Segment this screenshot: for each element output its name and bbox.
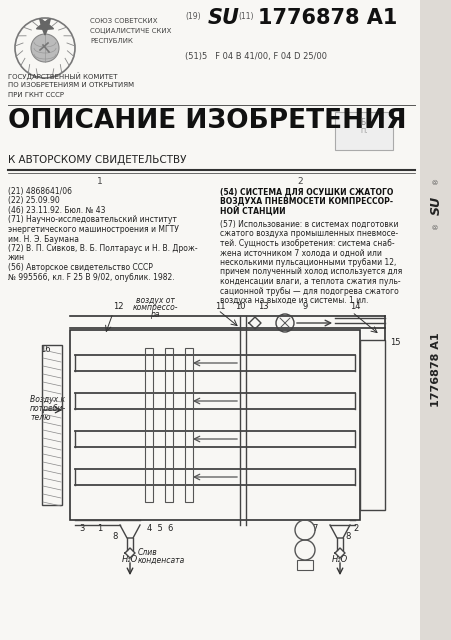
Text: 4  5  6: 4 5 6 [147, 524, 173, 533]
Text: 11: 11 [214, 302, 225, 311]
Text: 14: 14 [349, 302, 359, 311]
Text: (72) В. П. Сивков, В. Б. Полтараус и Н. В. Дрож-: (72) В. П. Сивков, В. Б. Полтараус и Н. … [8, 244, 197, 253]
Text: сационной трубы — для подогрева сжатого: сационной трубы — для подогрева сжатого [220, 287, 398, 296]
Text: Воздух к: Воздух к [30, 395, 65, 404]
Text: 2: 2 [296, 177, 302, 186]
Text: СОЮЗ СОВЕТСКИХ: СОЮЗ СОВЕТСКИХ [90, 18, 157, 24]
Text: конденсата: конденсата [138, 556, 185, 565]
Text: 12: 12 [112, 302, 123, 311]
Bar [165, 348, 173, 502]
Text: К АВТОРСКОМУ СВИДЕТЕЛЬСТВУ: К АВТОРСКОМУ СВИДЕТЕЛЬСТВУ [8, 155, 186, 165]
Text: 3: 3 [79, 524, 84, 533]
Bar [145, 348, 152, 502]
Text: (57) Использование: в системах подготовки: (57) Использование: в системах подготовк… [220, 220, 398, 229]
Circle shape [31, 34, 59, 62]
Text: воздуха на выходе из системы. 1 ил.: воздуха на выходе из системы. 1 ил. [220, 296, 368, 305]
Text: 2: 2 [353, 524, 358, 533]
Text: причем полученный холод используется для: причем полученный холод используется для [220, 268, 401, 276]
Text: (21) 4868641/06: (21) 4868641/06 [8, 187, 72, 196]
Text: телю: телю [30, 413, 51, 422]
Text: 10: 10 [234, 302, 245, 311]
Text: (46) 23.11.92. Бюл. № 43: (46) 23.11.92. Бюл. № 43 [8, 206, 105, 215]
Text: 16: 16 [40, 345, 50, 354]
Text: H₂O: H₂O [122, 555, 138, 564]
Text: несколькими пульсационными трубами 12,: несколькими пульсационными трубами 12, [220, 258, 396, 267]
Text: 1776878 A1: 1776878 A1 [430, 333, 440, 407]
Text: НОЙ СТАНЦИИ: НОЙ СТАНЦИИ [220, 206, 285, 216]
Text: (71) Научно-исследовательский институт: (71) Научно-исследовательский институт [8, 216, 176, 225]
Bar [296, 560, 312, 570]
Text: 1776878 A1: 1776878 A1 [258, 8, 396, 28]
FancyBboxPatch shape [334, 112, 392, 150]
Text: (22) 25.09.90: (22) 25.09.90 [8, 196, 60, 205]
Text: SU: SU [207, 8, 239, 28]
Text: (19): (19) [184, 12, 200, 21]
Text: Б.: Б. [359, 118, 367, 127]
Bar [419, 0, 451, 640]
Text: ®: ® [432, 177, 438, 184]
Text: (56) Авторское свидетельство СССР: (56) Авторское свидетельство СССР [8, 263, 152, 272]
Text: компрессо-: компрессо- [132, 303, 177, 312]
Text: ОПИСАНИЕ ИЗОБРЕТЕНИЯ: ОПИСАНИЕ ИЗОБРЕТЕНИЯ [8, 108, 405, 134]
Text: (11): (11) [238, 12, 253, 21]
Bar [359, 340, 384, 510]
Bar [42, 345, 62, 505]
Bar [70, 330, 359, 520]
Bar [184, 348, 193, 502]
Text: 1: 1 [97, 177, 103, 186]
Text: РЕСПУБЛИК: РЕСПУБЛИК [90, 38, 133, 44]
Text: ПО ИЗОБРЕТЕНИЯМ И ОТКРЫТИЯМ: ПО ИЗОБРЕТЕНИЯМ И ОТКРЫТИЯМ [8, 82, 134, 88]
Text: 1: 1 [97, 524, 102, 533]
Text: ра: ра [150, 310, 159, 319]
Text: ®: ® [432, 221, 438, 228]
Text: 9: 9 [302, 302, 307, 311]
Text: SU: SU [428, 195, 442, 214]
Text: конденсации влаги, а теплота сжатия пуль-: конденсации влаги, а теплота сжатия пуль… [220, 277, 400, 286]
Text: 8: 8 [345, 532, 350, 541]
Text: П.: П. [359, 128, 367, 134]
Text: СОЦИАЛИСТИЧЕ СКИХ: СОЦИАЛИСТИЧЕ СКИХ [90, 28, 171, 34]
Text: ВОЗДУХА ПНЕВМОСЕТИ КОМПРЕССОР-: ВОЗДУХА ПНЕВМОСЕТИ КОМПРЕССОР- [220, 196, 392, 205]
Text: (51)5   F 04 B 41/00, F 04 D 25/00: (51)5 F 04 B 41/00, F 04 D 25/00 [184, 52, 326, 61]
Text: № 995566, кл. F 25 B 9/02, опублик. 1982.: № 995566, кл. F 25 B 9/02, опублик. 1982… [8, 273, 174, 282]
Text: 13: 13 [257, 302, 268, 311]
Text: энергетического машиностроения и МГТУ: энергетического машиностроения и МГТУ [8, 225, 179, 234]
Text: жена источником 7 холода и одной или: жена источником 7 холода и одной или [220, 248, 381, 257]
Text: 7: 7 [312, 524, 317, 533]
Text: тей. Сущность изобретения: система снаб-: тей. Сущность изобретения: система снаб- [220, 239, 394, 248]
Text: (54) СИСТЕМА ДЛЯ ОСУШКИ СЖАТОГО: (54) СИСТЕМА ДЛЯ ОСУШКИ СЖАТОГО [220, 187, 392, 196]
Text: H₂O: H₂O [331, 555, 347, 564]
Text: потреби-: потреби- [30, 404, 66, 413]
Polygon shape [37, 19, 53, 35]
Text: ГОСУДАРСТВЕННЫЙ КОМИТЕТ: ГОСУДАРСТВЕННЫЙ КОМИТЕТ [8, 72, 117, 80]
Text: ПРИ ГКНТ СССР: ПРИ ГКНТ СССР [8, 92, 64, 98]
Text: Слив: Слив [138, 548, 157, 557]
Text: им. Н. Э. Баумана: им. Н. Э. Баумана [8, 234, 79, 243]
Text: 8: 8 [112, 532, 117, 541]
Text: сжатого воздуха промышленных пневмосе-: сжатого воздуха промышленных пневмосе- [220, 230, 397, 239]
Text: воздух от: воздух от [135, 296, 174, 305]
Text: 15: 15 [389, 338, 400, 347]
Text: жин: жин [8, 253, 25, 262]
